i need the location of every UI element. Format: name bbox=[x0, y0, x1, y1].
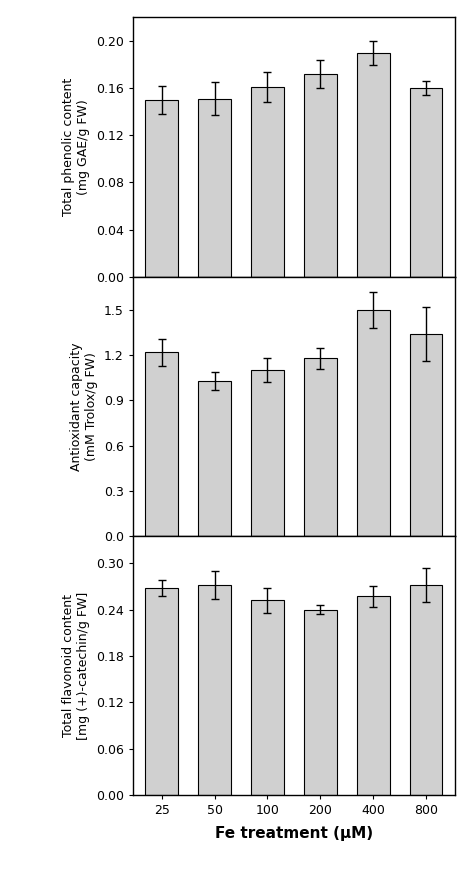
Bar bbox=[146, 352, 178, 536]
Y-axis label: Antioxidant capacity
(mM Trolox/g FW): Antioxidant capacity (mM Trolox/g FW) bbox=[70, 342, 98, 471]
Bar bbox=[304, 74, 337, 277]
Bar bbox=[410, 334, 442, 536]
Bar bbox=[251, 371, 284, 536]
Bar bbox=[304, 358, 337, 536]
Y-axis label: Total phenolic content
(mg GAE/g FW): Total phenolic content (mg GAE/g FW) bbox=[62, 78, 90, 216]
Bar bbox=[251, 87, 284, 277]
Bar bbox=[146, 588, 178, 795]
Bar bbox=[146, 100, 178, 277]
Bar bbox=[251, 600, 284, 795]
Bar bbox=[304, 609, 337, 795]
Bar bbox=[357, 52, 390, 277]
Bar bbox=[410, 88, 442, 277]
Bar bbox=[198, 381, 231, 536]
X-axis label: Fe treatment (μM): Fe treatment (μM) bbox=[215, 826, 373, 841]
Bar bbox=[357, 596, 390, 795]
Bar bbox=[410, 585, 442, 795]
Bar bbox=[357, 310, 390, 536]
Y-axis label: Total flavonoid content
[mg (+)-catechin/g FW]: Total flavonoid content [mg (+)-catechin… bbox=[62, 592, 90, 739]
Bar bbox=[198, 585, 231, 795]
Bar bbox=[198, 99, 231, 277]
